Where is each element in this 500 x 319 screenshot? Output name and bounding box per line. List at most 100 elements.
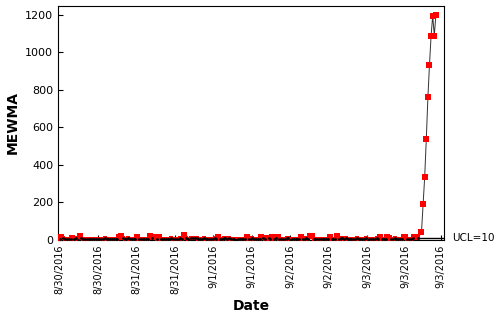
Point (166, 237, 173, 242)
Point (374, 236, 382, 241)
Point (362, 236, 370, 241)
Point (328, 237, 336, 242)
Point (299, 237, 307, 242)
Point (232, 237, 240, 242)
Point (426, 62, 434, 67)
Point (106, 236, 114, 241)
Point (225, 236, 233, 241)
Point (97, 237, 105, 242)
Point (364, 237, 372, 242)
Point (64, 237, 72, 242)
Point (222, 236, 230, 241)
Point (424, 95, 432, 100)
Point (168, 235, 175, 241)
Point (333, 233, 341, 238)
Point (330, 237, 338, 242)
Point (389, 236, 397, 241)
Point (238, 236, 246, 241)
Point (284, 235, 292, 240)
Point (156, 237, 164, 242)
Point (82, 237, 90, 242)
Point (94, 237, 102, 242)
Point (178, 237, 186, 242)
Point (196, 237, 204, 242)
Point (81, 237, 89, 242)
Point (338, 236, 346, 241)
Point (354, 237, 362, 242)
Point (240, 237, 248, 242)
Point (330, 237, 338, 242)
Point (407, 237, 415, 242)
Point (158, 237, 166, 242)
Point (191, 236, 199, 241)
Point (252, 237, 260, 242)
Point (252, 237, 260, 242)
Point (374, 236, 382, 241)
Point (336, 236, 344, 241)
Point (398, 237, 406, 242)
Point (174, 237, 182, 242)
Point (376, 234, 384, 240)
Point (96, 237, 104, 242)
Point (180, 233, 188, 238)
Point (228, 236, 236, 241)
Point (128, 237, 136, 242)
Point (171, 237, 179, 242)
Point (290, 236, 298, 241)
Point (360, 236, 368, 241)
Point (418, 229, 426, 234)
Point (284, 235, 292, 240)
Point (212, 236, 220, 241)
Point (140, 236, 148, 241)
Point (70, 236, 78, 241)
Point (270, 236, 278, 241)
Point (218, 237, 226, 242)
Point (274, 235, 281, 240)
Point (412, 235, 420, 240)
Point (430, 33, 438, 38)
Point (428, 13, 436, 19)
Point (382, 237, 390, 242)
Point (234, 237, 242, 242)
Point (354, 237, 362, 242)
Point (222, 236, 230, 241)
Point (169, 237, 177, 242)
Point (250, 237, 258, 242)
Point (194, 237, 202, 242)
Point (196, 237, 204, 242)
Point (114, 237, 122, 242)
Point (130, 236, 138, 241)
Point (209, 237, 217, 242)
Point (144, 237, 152, 242)
Point (369, 236, 377, 241)
Point (340, 237, 348, 242)
Point (132, 237, 140, 242)
Point (266, 237, 274, 242)
Point (126, 236, 134, 241)
Point (414, 235, 422, 241)
Point (351, 237, 359, 242)
Point (292, 237, 300, 242)
Point (348, 236, 356, 241)
Point (78, 235, 86, 241)
Point (218, 237, 226, 242)
Point (245, 237, 253, 242)
Point (336, 236, 344, 241)
Point (300, 236, 308, 241)
Point (135, 237, 143, 242)
Point (210, 236, 218, 241)
Point (56, 236, 64, 241)
Point (292, 237, 300, 242)
Point (136, 236, 144, 241)
Point (408, 236, 416, 241)
Point (322, 237, 330, 242)
Point (122, 237, 130, 242)
Point (240, 237, 248, 242)
Point (63, 237, 71, 242)
Point (110, 236, 118, 241)
Point (372, 236, 380, 241)
Point (220, 236, 228, 241)
Point (422, 137, 430, 142)
Point (331, 236, 339, 241)
Point (182, 236, 190, 241)
